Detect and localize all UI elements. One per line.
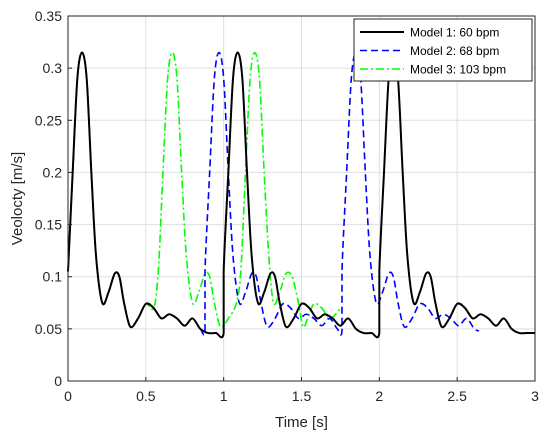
legend: Model 1: 60 bpm Model 2: 68 bpm Model 3:… [353, 18, 533, 82]
y-tick-label: 0.15 [35, 217, 62, 233]
x-tick-label: 1.5 [292, 388, 312, 404]
y-tick-label: 0.25 [35, 112, 62, 128]
y-tick-label: 0.1 [43, 269, 63, 285]
y-tick-label: 0.05 [35, 321, 62, 337]
y-tick-labels: 0 0.05 0.1 0.15 0.2 0.25 0.3 0.35 [35, 8, 62, 389]
series-layer [67, 51, 535, 339]
y-tick-label: 0 [54, 373, 62, 389]
y-axis-label: Veolocty [m/s] [9, 152, 26, 245]
x-tick-label: 3 [531, 388, 539, 404]
legend-label-model-2: Model 2: 68 bpm [410, 44, 499, 58]
series-line-model-1 [67, 51, 535, 339]
x-axis-label: Time [s] [275, 414, 328, 431]
x-tick-label: 0 [64, 388, 72, 404]
y-tick-label: 0.3 [43, 60, 63, 76]
y-tick-label: 0.35 [35, 8, 62, 24]
x-tick-label: 2 [375, 388, 383, 404]
x-tick-label: 1 [220, 388, 228, 404]
legend-label-model-3: Model 3: 103 bpm [410, 63, 506, 77]
x-tick-label: 0.5 [136, 388, 156, 404]
tick-marks [67, 15, 536, 382]
y-tick-label: 0.2 [43, 164, 63, 180]
legend-label-model-1: Model 1: 60 bpm [410, 26, 499, 40]
x-tick-labels: 0 0.5 1 1.5 2 2.5 3 [64, 388, 539, 404]
x-tick-label: 2.5 [447, 388, 467, 404]
